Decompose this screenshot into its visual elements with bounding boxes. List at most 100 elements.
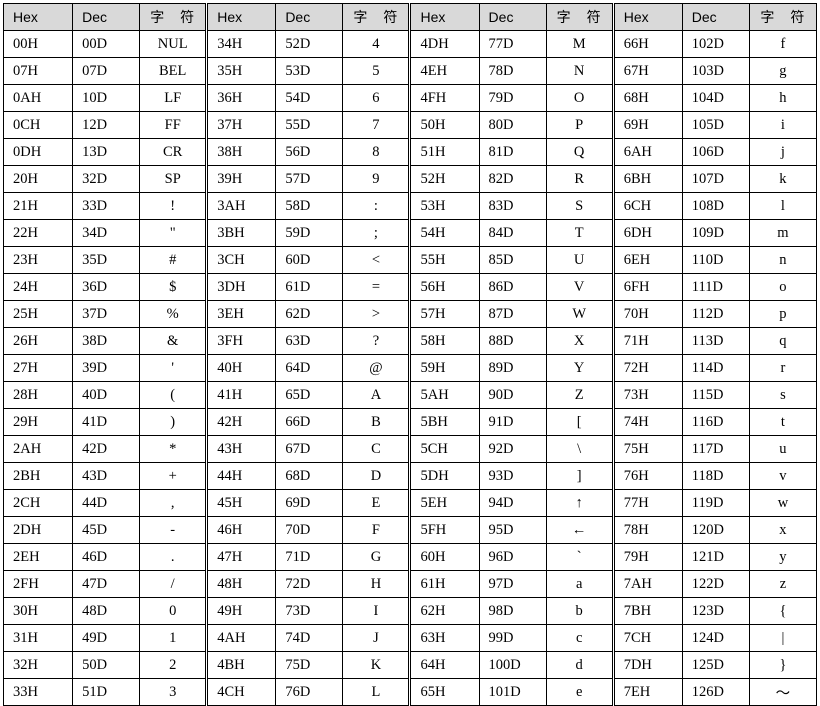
dec-cell: 10D xyxy=(72,84,141,112)
char-cell: M xyxy=(545,30,614,58)
char-cell: ; xyxy=(342,219,411,247)
hex-cell: 2AH xyxy=(2,435,74,463)
table-row: 0DH 13D CR 38H 56D 8 51H 81D Q 6AH 106D j xyxy=(2,138,818,166)
table-row: 2DH 45D -46H 70D F 5FH 95D ← 78H 120D x xyxy=(2,516,818,544)
dec-cell: 105D xyxy=(681,111,750,139)
dec-cell: 54D xyxy=(275,84,344,112)
hex-cell: 44H xyxy=(205,462,277,490)
char-cell: x xyxy=(748,516,818,544)
dec-cell: 65D xyxy=(275,381,344,409)
char-cell: y xyxy=(748,543,818,571)
char-cell: ! xyxy=(139,192,208,220)
hex-cell: 45H xyxy=(205,489,277,517)
char-cell: O xyxy=(545,84,614,112)
char-cell: a xyxy=(545,570,614,598)
char-cell: z xyxy=(748,570,818,598)
char-cell: \ xyxy=(545,435,614,463)
dec-cell: 99D xyxy=(478,624,547,652)
dec-cell: 93D xyxy=(478,462,547,490)
char-cell: L xyxy=(342,678,411,706)
char-cell: A xyxy=(342,381,411,409)
dec-cell: 12D xyxy=(72,111,141,139)
char-cell: E xyxy=(342,489,411,517)
char-cell: LF xyxy=(139,84,208,112)
char-cell: i xyxy=(748,111,818,139)
hex-cell: 28H xyxy=(2,381,74,409)
dec-cell: 78D xyxy=(478,57,547,85)
dec-cell: 88D xyxy=(478,327,547,355)
table-row: 2EH 46D. 47H 71D G 60H 96D ` 79H 121D y xyxy=(2,543,818,571)
char-cell: q xyxy=(748,327,818,355)
char-cell: t xyxy=(748,408,818,436)
hex-cell: 33H xyxy=(2,678,74,706)
hex-cell: 72H xyxy=(611,354,683,382)
hex-cell: 29H xyxy=(2,408,74,436)
dec-cell: 90D xyxy=(478,381,547,409)
dec-column-header: Dec xyxy=(681,3,750,31)
dec-cell: 51D xyxy=(72,678,141,706)
dec-cell: 34D xyxy=(72,219,141,247)
hex-cell: 5DH xyxy=(408,462,480,490)
dec-cell: 46D xyxy=(72,543,141,571)
dec-cell: 110D xyxy=(681,246,750,274)
char-cell: ] xyxy=(545,462,614,490)
dec-cell: 07D xyxy=(72,57,141,85)
dec-cell: 58D xyxy=(275,192,344,220)
hex-cell: 7EH xyxy=(611,678,683,706)
char-cell: 8 xyxy=(342,138,411,166)
hex-cell: 32H xyxy=(2,651,74,679)
dec-cell: 61D xyxy=(275,273,344,301)
hex-cell: 27H xyxy=(2,354,74,382)
char-cell: V xyxy=(545,273,614,301)
char-cell: b xyxy=(545,597,614,625)
char-cell: K xyxy=(342,651,411,679)
dec-cell: 121D xyxy=(681,543,750,571)
char-cell: Y xyxy=(545,354,614,382)
char-cell: @ xyxy=(342,354,411,382)
table-row: 2AH 42D * 43H 67D C 5CH 92D \ 75H 117D u xyxy=(2,435,818,463)
char-cell: 5 xyxy=(342,57,411,85)
hex-cell: 31H xyxy=(2,624,74,652)
dec-cell: 47D xyxy=(72,570,141,598)
hex-cell: 20H xyxy=(2,165,74,193)
char-cell: [ xyxy=(545,408,614,436)
hex-cell: 77H xyxy=(611,489,683,517)
char-cell: o xyxy=(748,273,818,301)
table-row: 28H 40D(41H 65D A 5AH 90D Z 73H 115D s xyxy=(2,381,818,409)
char-column-header: 字 符 xyxy=(545,3,614,31)
dec-cell: 71D xyxy=(275,543,344,571)
char-column-header: 字 符 xyxy=(342,3,411,31)
hex-cell: 22H xyxy=(2,219,74,247)
dec-cell: 41D xyxy=(72,408,141,436)
dec-cell: 100D xyxy=(478,651,547,679)
dec-cell: 49D xyxy=(72,624,141,652)
hex-cell: 7BH xyxy=(611,597,683,625)
char-cell: P xyxy=(545,111,614,139)
char-cell: s xyxy=(748,381,818,409)
char-cell: - xyxy=(139,516,208,544)
table-head: Hex Dec 字 符 Hex Dec 字 符 Hex Dec 字 符 Hex Dec 字 符 xyxy=(2,3,818,31)
char-cell: m xyxy=(748,219,818,247)
char-cell: # xyxy=(139,246,208,274)
hex-cell: 34H xyxy=(205,30,277,58)
dec-cell: 98D xyxy=(478,597,547,625)
char-cell: 7 xyxy=(342,111,411,139)
dec-cell: 114D xyxy=(681,354,750,382)
char-cell: . xyxy=(139,543,208,571)
dec-cell: 52D xyxy=(275,30,344,58)
char-cell: 6 xyxy=(342,84,411,112)
dec-cell: 00D xyxy=(72,30,141,58)
hex-cell: 2EH xyxy=(2,543,74,571)
hex-cell: 07H xyxy=(2,57,74,85)
char-cell: r xyxy=(748,354,818,382)
char-cell: W xyxy=(545,300,614,328)
table-row: 2BH 43D +44H 68D D 5DH 93D] 76H 118D v xyxy=(2,462,818,490)
char-cell: " xyxy=(139,219,208,247)
table-row: 21H 33D! 3AH 58D:53H 83D S 6CH 108D l xyxy=(2,192,818,220)
dec-cell: 96D xyxy=(478,543,547,571)
hex-cell: 3CH xyxy=(205,246,277,274)
dec-cell: 67D xyxy=(275,435,344,463)
hex-cell: 6EH xyxy=(611,246,683,274)
table-row: 2FH 47D/48H 72D H 61H 97D a 7AH 122D z xyxy=(2,570,818,598)
hex-cell: 6CH xyxy=(611,192,683,220)
